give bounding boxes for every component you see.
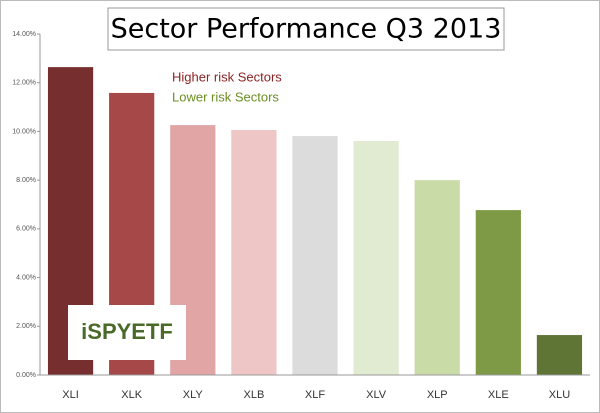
chart-title: Sector Performance Q3 2013 [111,14,502,45]
bar [536,335,583,375]
annotation: Lower risk Sectors [172,89,279,104]
logo: iSPYETF [81,319,173,344]
y-tick-label: 2.00% [16,323,36,330]
bar [353,140,399,375]
y-tick-label: 14.00% [12,31,36,38]
x-tick-label: XLU [549,389,570,401]
x-tick-label: XLY [183,389,204,401]
x-tick-label: XLV [366,389,387,401]
x-tick-label: XLB [243,389,264,401]
y-tick-label: 8.00% [16,177,36,184]
y-tick-label: 6.00% [16,226,36,233]
bar [231,129,277,375]
bar [414,180,460,375]
x-tick-label: XLE [488,389,509,401]
x-tick-label: XLP [427,389,448,401]
y-tick-label: 0.00% [16,372,36,379]
annotation: Higher risk Sectors [172,69,282,84]
bar [292,136,338,375]
x-tick-label: XLI [62,389,79,401]
title-box [107,7,505,51]
bar [475,210,521,375]
x-tick-label: XLK [121,389,142,401]
y-tick-label: 12.00% [12,80,36,87]
y-tick-label: 4.00% [16,274,36,281]
logo-box [68,305,186,360]
x-tick-label: XLF [305,389,325,401]
y-tick-label: 10.00% [12,128,36,135]
